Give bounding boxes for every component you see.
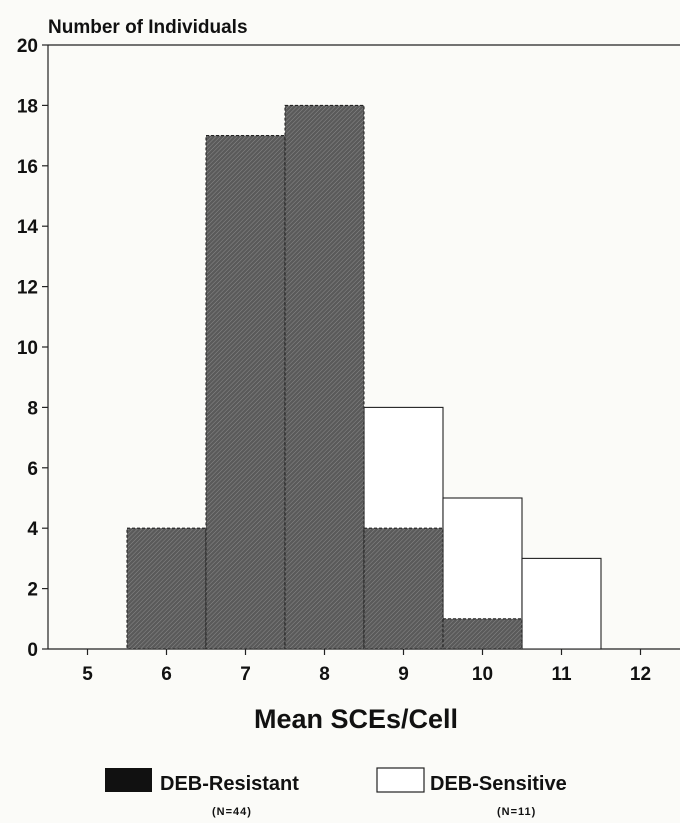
bar-deb-resistant-7: [205, 135, 286, 650]
legend-label-resistant: DEB-Resistant: [160, 773, 299, 795]
x-tick-label-7: 7: [240, 664, 251, 685]
y-tick-label-16: 16: [17, 157, 38, 178]
y-tick-label-8: 8: [27, 398, 38, 419]
bar-deb-resistant-6: [126, 527, 207, 650]
legend-label-sensitive: DEB-Sensitive: [430, 773, 567, 795]
legend-count-sensitive: (N=11): [497, 806, 536, 818]
bar-deb-sensitive-11: [521, 557, 602, 650]
x-axis-title: Mean SCEs/Cell: [254, 704, 458, 734]
y-tick-label-14: 14: [17, 217, 39, 238]
x-tick-label-8: 8: [319, 664, 330, 685]
y-tick-label-20: 20: [17, 36, 38, 57]
x-tick-label-5: 5: [82, 664, 93, 685]
y-tick-label-10: 10: [17, 338, 38, 359]
bars-group: [126, 104, 602, 650]
legend-count-resistant: (N=44): [212, 806, 252, 818]
bar-deb-resistant-10: [442, 618, 523, 650]
bar-deb-resistant-8: [284, 104, 365, 650]
y-tick-label-12: 12: [17, 278, 38, 299]
y-tick-label-0: 0: [27, 640, 38, 661]
y-tick-label-2: 2: [27, 580, 38, 601]
x-tick-label-10: 10: [472, 664, 493, 685]
x-tick-label-6: 6: [161, 664, 172, 685]
y-tick-label-18: 18: [17, 96, 38, 117]
x-tick-label-12: 12: [630, 664, 651, 685]
y-axis: 0 2 4 6 8 10 12 14 16 18 20: [17, 36, 48, 661]
legend: DEB-Resistant (N=44) DEB-Sensitive (N=11…: [105, 767, 567, 818]
bar-deb-resistant-9: [363, 527, 444, 650]
x-tick-label-9: 9: [398, 664, 409, 685]
y-tick-label-6: 6: [27, 459, 38, 480]
x-tick-label-11: 11: [551, 664, 572, 685]
legend-swatch-sensitive: [376, 767, 425, 793]
x-axis: 5 6 7 8 9 10 11 12: [82, 649, 651, 685]
y-axis-title: Number of Individuals: [48, 17, 248, 38]
legend-swatch-resistant: [105, 768, 152, 792]
y-tick-label-4: 4: [27, 519, 38, 540]
